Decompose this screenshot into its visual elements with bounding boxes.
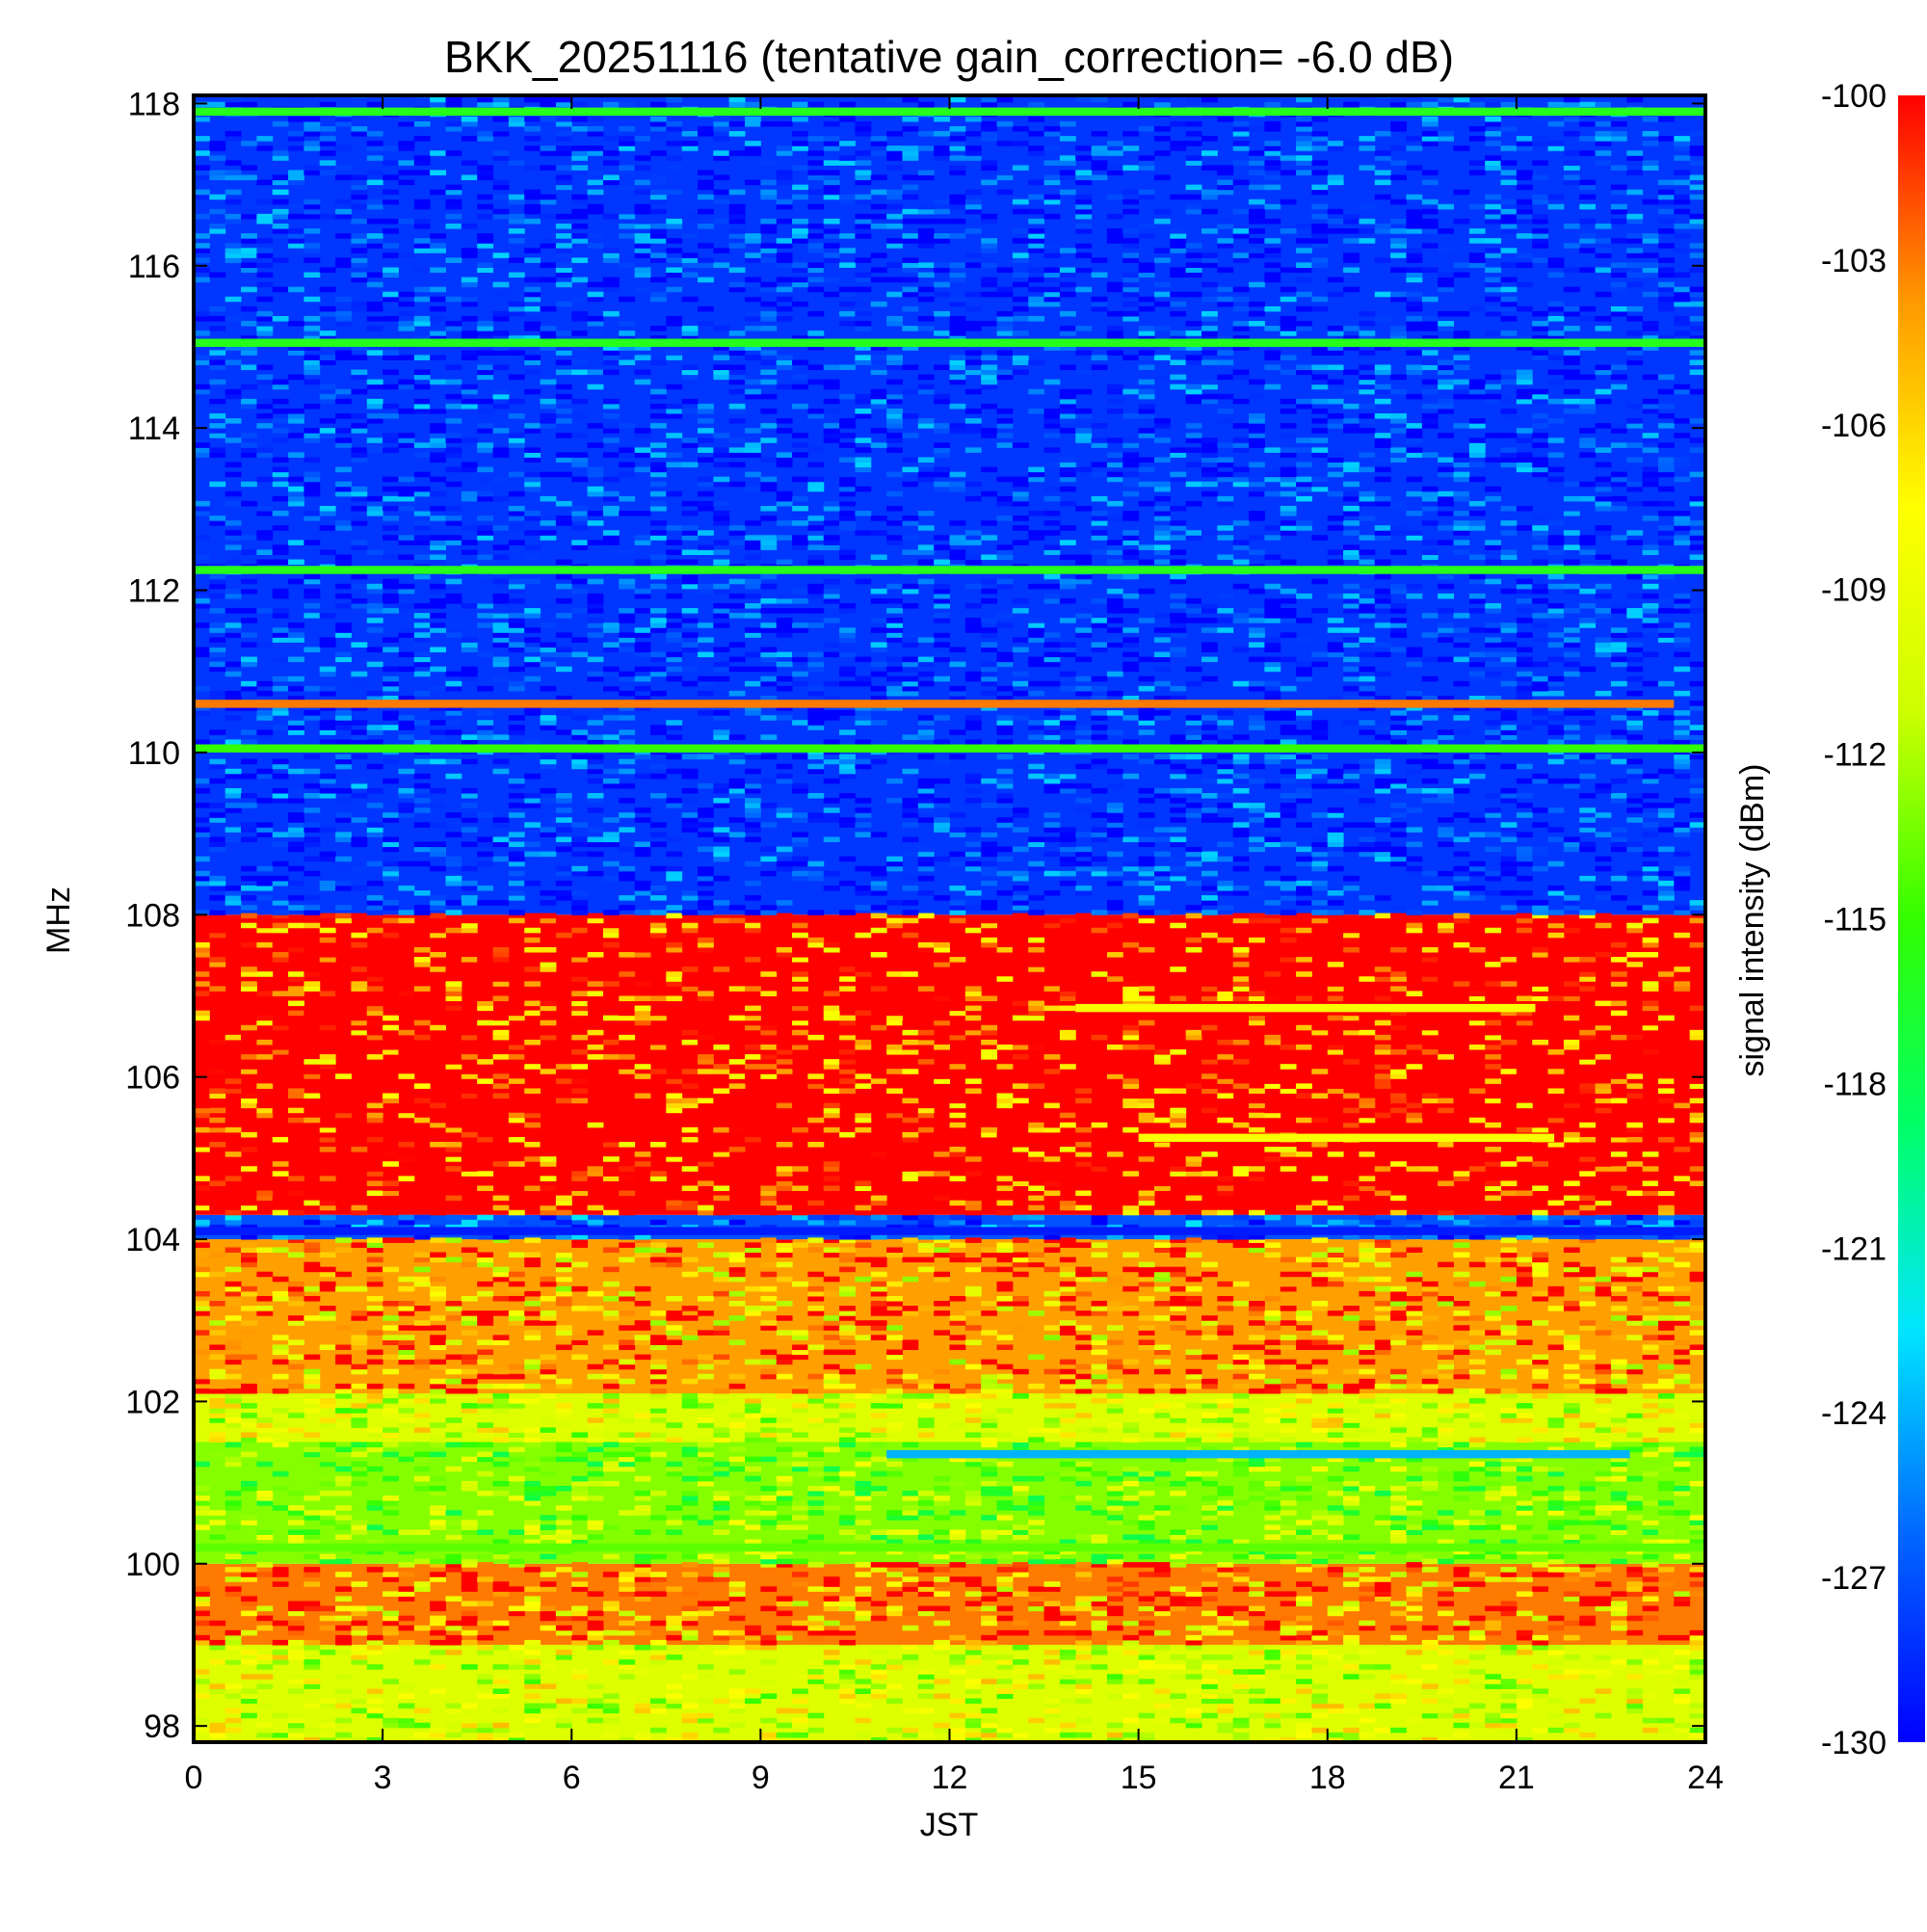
y-tick-label: 110 bbox=[128, 735, 180, 772]
y-tick-label: 108 bbox=[125, 897, 180, 934]
y-tick-label: 106 bbox=[125, 1060, 180, 1097]
x-tick-label: 3 bbox=[374, 1760, 392, 1796]
signal-band bbox=[194, 339, 1705, 347]
signal-band bbox=[194, 566, 1705, 573]
x-tick-label: 15 bbox=[1121, 1760, 1157, 1796]
x-tick-label: 6 bbox=[563, 1760, 581, 1796]
signal-band bbox=[1075, 1004, 1535, 1012]
signal-band bbox=[194, 744, 1705, 752]
colorbar-tick-label: -130 bbox=[1821, 1725, 1887, 1761]
colorbar-tick-label: -115 bbox=[1823, 902, 1887, 939]
colorbar-tick-label: -100 bbox=[1821, 78, 1887, 115]
colorbar-label: signal intensity (dBm) bbox=[1734, 763, 1771, 1076]
heatmap-area bbox=[194, 93, 1706, 1743]
signal-band bbox=[194, 700, 1674, 707]
colorbar-tick-label: -112 bbox=[1823, 737, 1887, 774]
colorbar-tick-label: -127 bbox=[1821, 1560, 1887, 1597]
colorbar-tick-label: -109 bbox=[1821, 572, 1887, 609]
x-tick-label: 0 bbox=[185, 1760, 203, 1796]
colorbar-tick-label: -106 bbox=[1821, 408, 1887, 444]
x-axis-label: JST bbox=[920, 1807, 978, 1843]
x-tick-label: 18 bbox=[1309, 1760, 1346, 1796]
x-tick-label: 24 bbox=[1687, 1760, 1724, 1796]
x-tick-label: 21 bbox=[1498, 1760, 1535, 1796]
y-tick-label: 118 bbox=[128, 86, 180, 122]
y-tick-label: 112 bbox=[128, 573, 180, 610]
y-tick-label: 102 bbox=[125, 1384, 180, 1420]
signal-band bbox=[886, 1450, 1629, 1458]
colorbar-ticks: -100 -103 -106 -109 -112 -115 -118 -121 -124 -127… bbox=[1821, 78, 1887, 1761]
y-tick-label: 114 bbox=[128, 410, 180, 447]
x-tick-label: 12 bbox=[932, 1760, 968, 1796]
colorbar bbox=[1898, 95, 1925, 1742]
signal-band bbox=[194, 1227, 1705, 1234]
y-tick-label: 98 bbox=[144, 1708, 180, 1745]
colorbar-tick-label: -124 bbox=[1821, 1395, 1887, 1432]
signal-band bbox=[1139, 1134, 1554, 1142]
colorbar-tick-label: -118 bbox=[1823, 1066, 1887, 1102]
y-axis-label: MHz bbox=[40, 887, 77, 954]
signal-band bbox=[194, 1544, 1705, 1551]
x-tick-label: 9 bbox=[752, 1760, 770, 1796]
colorbar-tick-label: -103 bbox=[1821, 243, 1887, 279]
y-tick-label: 100 bbox=[125, 1547, 180, 1583]
colorbar-tick-label: -121 bbox=[1821, 1231, 1887, 1267]
chart-title: BKK_20251116 (tentative gain_correction=… bbox=[444, 32, 1454, 82]
y-tick-label: 116 bbox=[128, 249, 180, 285]
y-tick-label: 104 bbox=[125, 1222, 180, 1258]
